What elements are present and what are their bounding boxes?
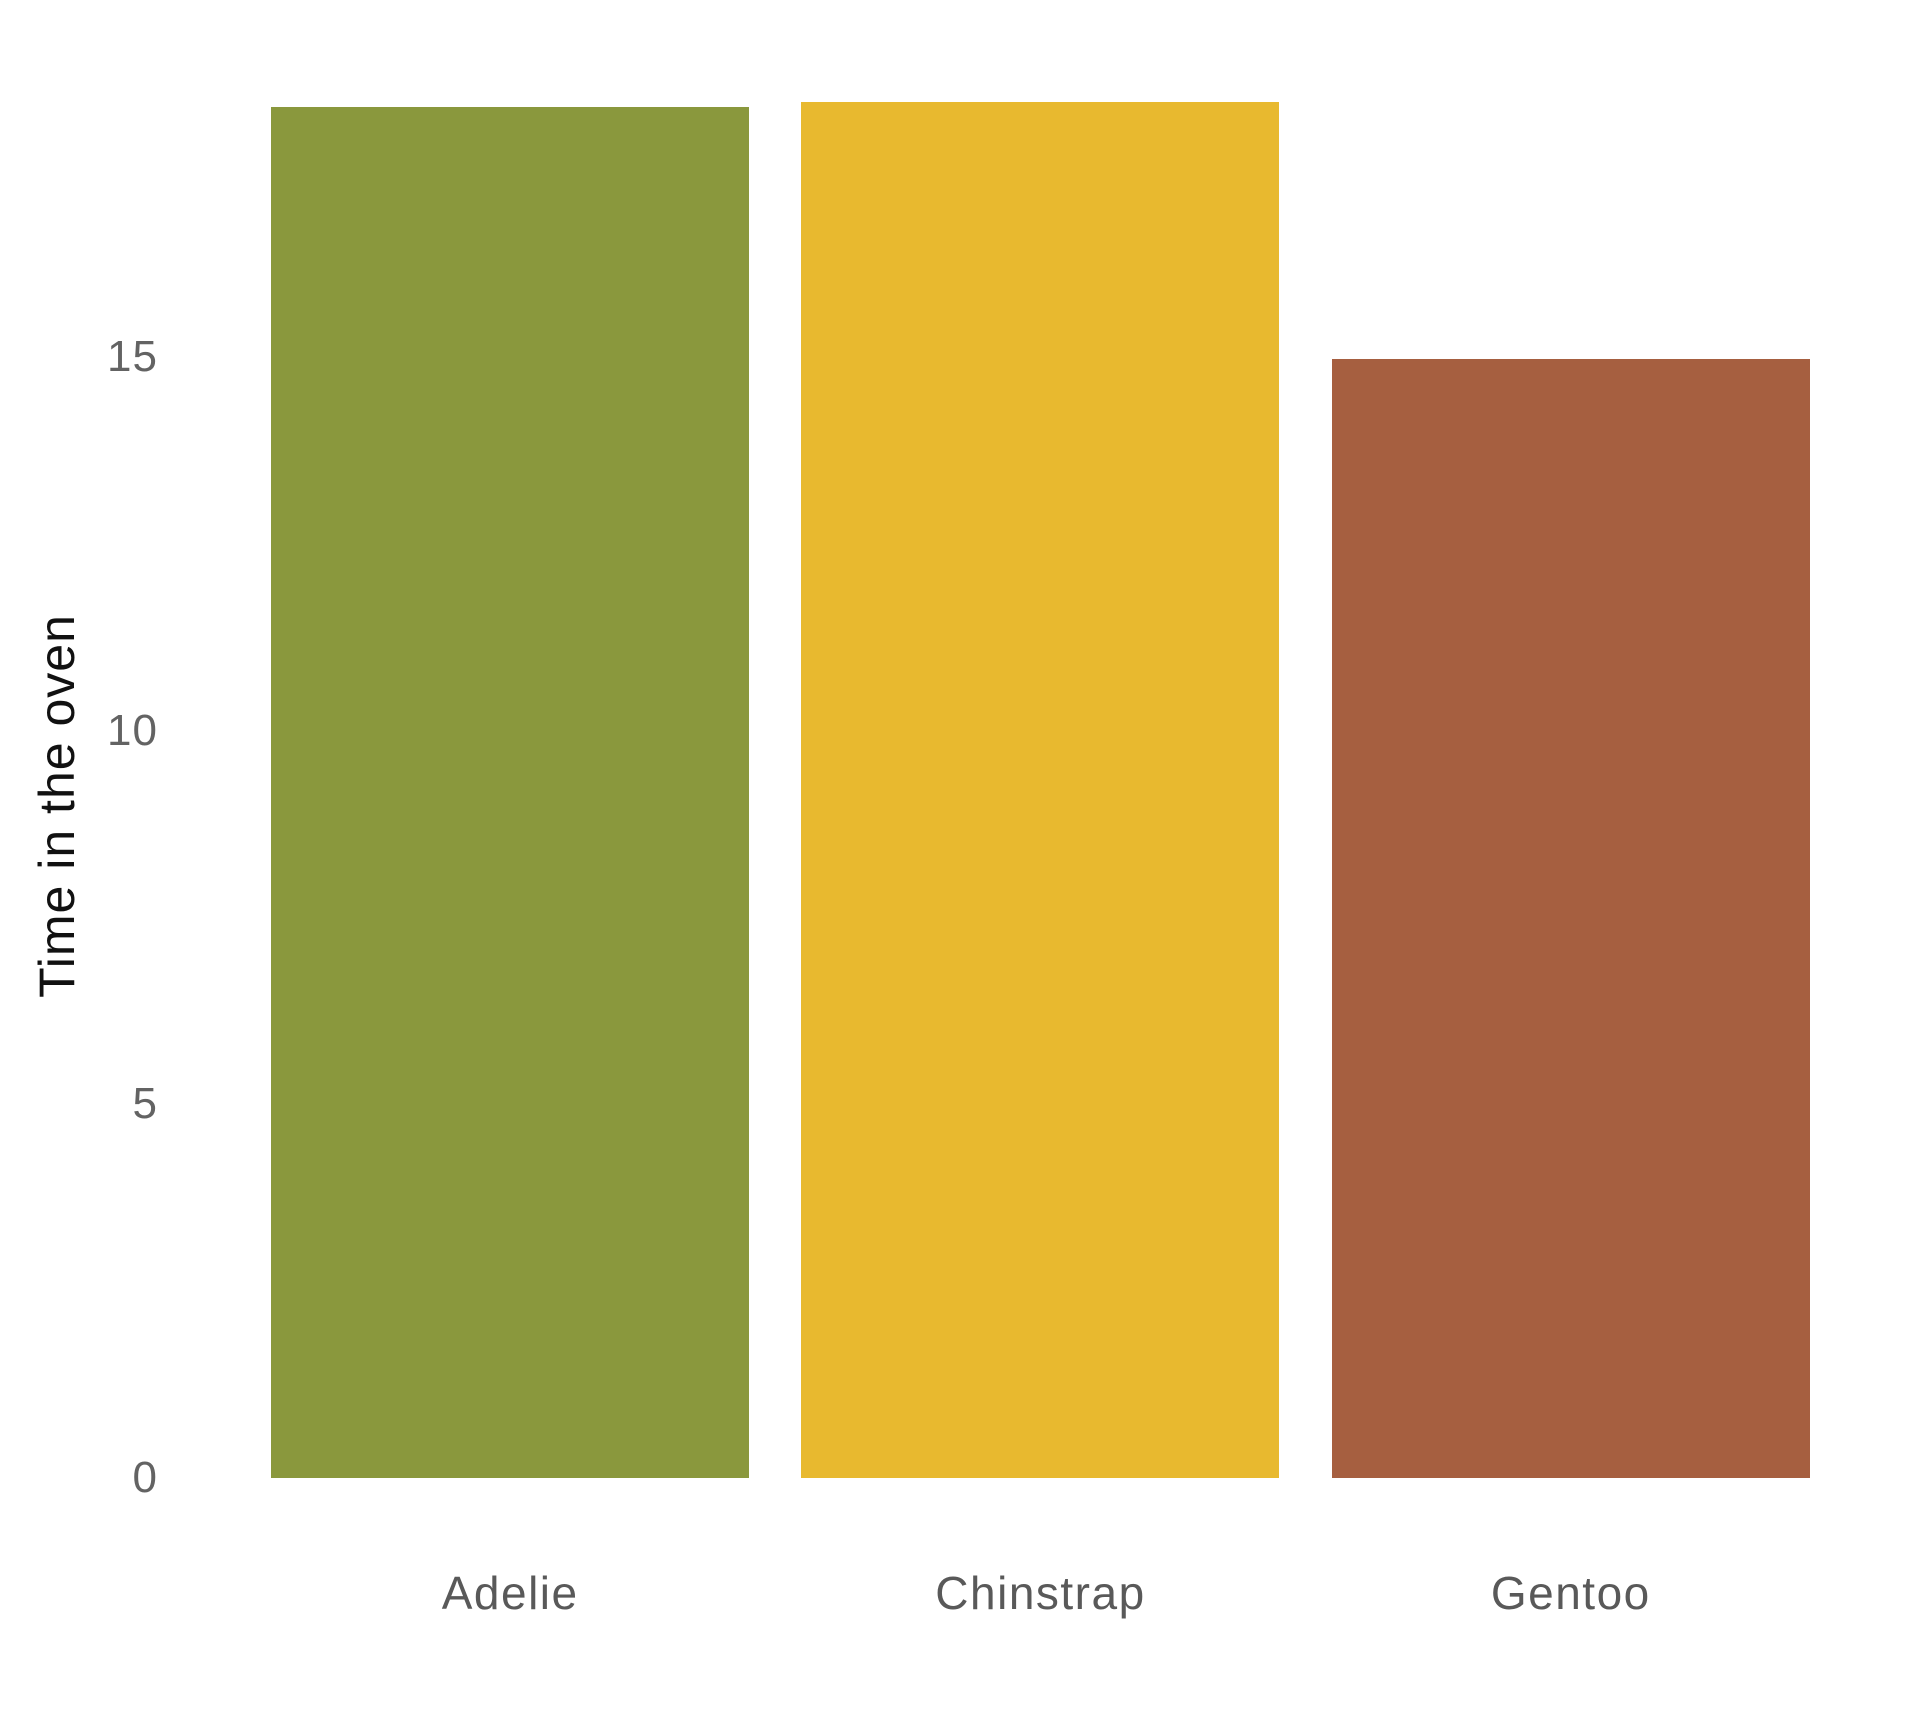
y-tick-label: 0 [132, 1453, 158, 1502]
x-tick-label-gentoo: Gentoo [1490, 1567, 1651, 1619]
y-tick-label: 5 [132, 1079, 158, 1129]
x-axis-labels: Adelie Chinstrap Gentoo [245, 1550, 1836, 1636]
plot-area [245, 0, 1836, 1478]
x-tick-label-adelie: Adelie [441, 1567, 579, 1619]
x-tick-label-chinstrap: Chinstrap [935, 1567, 1146, 1619]
bar-chinstrap [801, 101, 1280, 1478]
y-axis-ticks: 0 5 10 15 [0, 0, 158, 1500]
y-tick-label: 10 [107, 705, 158, 755]
bar-gentoo [1331, 358, 1810, 1478]
bar-adelie [271, 106, 750, 1478]
y-tick-label: 15 [107, 332, 158, 382]
